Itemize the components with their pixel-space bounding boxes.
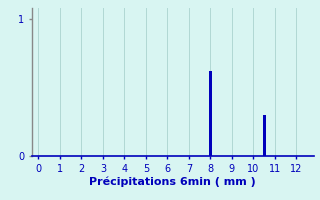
- Bar: [209, 71, 212, 156]
- X-axis label: Précipitations 6min ( mm ): Précipitations 6min ( mm ): [89, 176, 256, 187]
- Bar: [262, 115, 266, 156]
